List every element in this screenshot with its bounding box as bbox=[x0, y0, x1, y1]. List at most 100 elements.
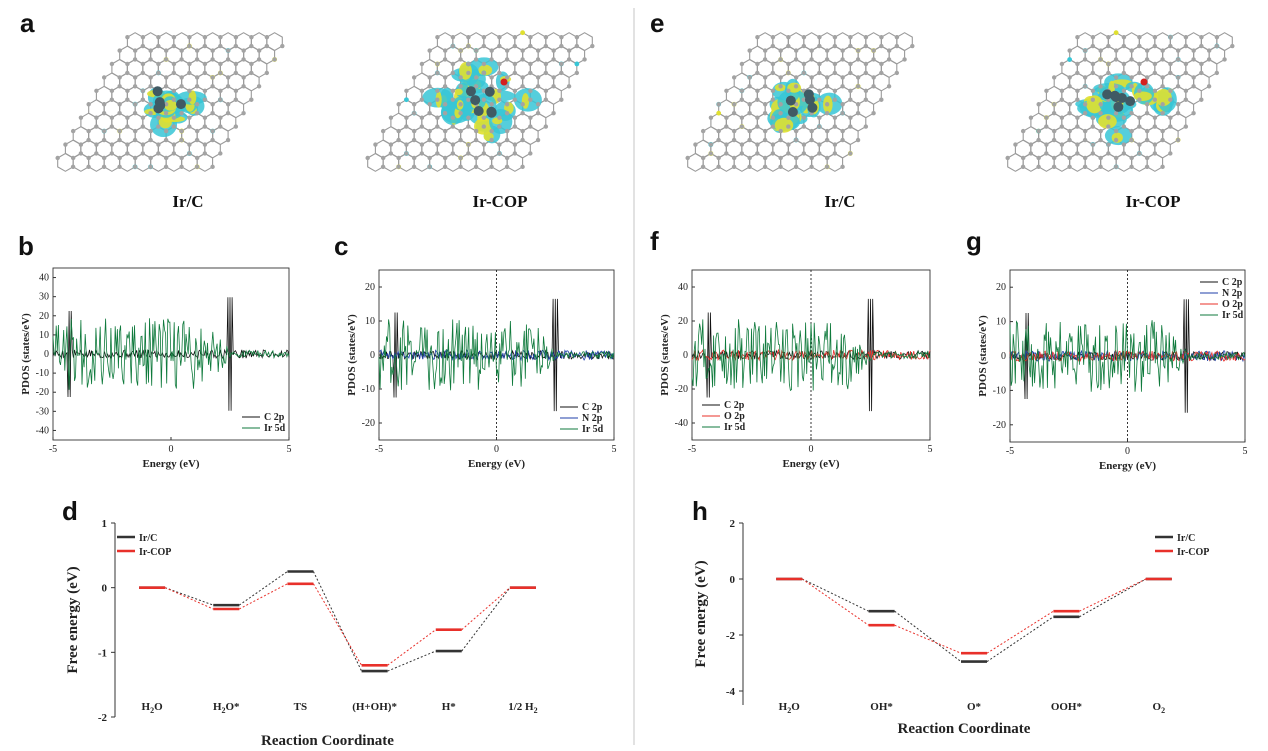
carbon-atom bbox=[442, 75, 448, 80]
carbon-atom bbox=[755, 115, 760, 120]
x-tick-label: -5 bbox=[375, 444, 383, 455]
carbon-atom bbox=[163, 57, 169, 62]
carbon-atom bbox=[272, 57, 277, 62]
carbon-atom bbox=[700, 164, 706, 170]
carbon-atom bbox=[140, 70, 146, 76]
carbon-atom bbox=[179, 155, 184, 161]
carbon-atom bbox=[466, 34, 471, 40]
carbon-atom bbox=[179, 75, 184, 80]
category-label-part: H bbox=[213, 701, 222, 713]
carbon-atom bbox=[458, 128, 463, 134]
carbon-atom bbox=[504, 75, 510, 80]
carbon-atom bbox=[770, 70, 776, 76]
carbon-atom bbox=[225, 102, 231, 107]
carbon-atom bbox=[179, 128, 184, 134]
carbon-atom bbox=[786, 70, 791, 76]
carbon-atom bbox=[559, 61, 564, 67]
carbon-atom bbox=[1152, 115, 1158, 120]
carbon-atom bbox=[473, 137, 479, 143]
carbon-atom bbox=[1137, 97, 1142, 102]
carbon-atom bbox=[879, 97, 884, 102]
carbon-atom bbox=[1106, 43, 1111, 49]
carbon-atom bbox=[187, 151, 192, 156]
carbon-atom bbox=[1075, 70, 1080, 76]
carbon-atom bbox=[528, 115, 533, 120]
carbon-atom bbox=[450, 115, 456, 120]
carbon-atom bbox=[86, 164, 91, 170]
carbon-atom bbox=[218, 124, 223, 129]
carbon-atom bbox=[132, 57, 138, 62]
carbon-atom bbox=[140, 34, 146, 40]
carbon-atom bbox=[132, 110, 138, 116]
carbon-atom bbox=[848, 70, 853, 76]
carbon-atom bbox=[140, 115, 146, 120]
carbon-atom bbox=[1106, 70, 1111, 76]
carbon-atom bbox=[163, 84, 169, 89]
carbon-atom bbox=[233, 34, 239, 40]
structure-caption-e-left: Ir/C bbox=[824, 192, 855, 211]
connector-line-irc bbox=[387, 650, 436, 672]
carbon-ring bbox=[896, 32, 913, 52]
carbon-atom bbox=[1051, 137, 1057, 143]
category-label: 1/2 H2 bbox=[508, 701, 537, 715]
carbon-atom bbox=[1121, 61, 1127, 67]
carbon-atom bbox=[1082, 155, 1088, 161]
carbon-atom bbox=[450, 151, 456, 156]
y-axis-label: PDOS (states/eV) bbox=[346, 314, 358, 396]
carbon-atom bbox=[1075, 61, 1080, 67]
carbon-atom bbox=[125, 97, 130, 102]
carbon-atom bbox=[450, 61, 456, 67]
carbon-atom bbox=[894, 34, 900, 40]
carbon-atom bbox=[187, 142, 192, 147]
carbon-atom bbox=[497, 151, 502, 156]
carbon-atom bbox=[233, 43, 239, 49]
carbon-atom bbox=[148, 102, 153, 107]
carbon-atom bbox=[148, 155, 153, 161]
carbon-atom bbox=[1067, 137, 1072, 143]
carbon-atom bbox=[1051, 75, 1057, 80]
category-label: H2O bbox=[779, 701, 801, 715]
legend-label-c2p: C 2p bbox=[582, 402, 603, 413]
carbon-atom bbox=[380, 155, 386, 161]
carbon-atom bbox=[1144, 102, 1150, 107]
carbon-atom bbox=[574, 70, 580, 76]
series-line-ir5d bbox=[1009, 320, 1246, 392]
carbon-atom bbox=[256, 84, 262, 89]
carbon-atom bbox=[489, 155, 494, 161]
carbon-atom bbox=[824, 75, 830, 80]
carbon-atom bbox=[863, 124, 869, 129]
carbon-atom bbox=[179, 110, 184, 116]
ir-atom bbox=[803, 89, 814, 100]
carbon-atom bbox=[233, 88, 239, 94]
carbon-atom bbox=[388, 142, 394, 147]
carbon-atom bbox=[1106, 34, 1111, 40]
y-tick-label: 0 bbox=[370, 350, 375, 361]
carbon-atom bbox=[101, 137, 107, 143]
carbon-atom bbox=[466, 70, 471, 76]
carbon-atom bbox=[101, 164, 107, 170]
carbon-atom bbox=[1137, 88, 1142, 94]
carbon-atom bbox=[824, 110, 830, 116]
category-label-subscript: 2 bbox=[150, 706, 154, 715]
carbon-atom bbox=[1129, 155, 1134, 161]
connector-line-ircop bbox=[387, 629, 437, 666]
carbon-atom bbox=[855, 137, 861, 143]
carbon-atom bbox=[886, 57, 892, 62]
ir-atom bbox=[785, 95, 796, 106]
carbon-atom bbox=[512, 70, 518, 76]
carbon-atom bbox=[218, 70, 223, 76]
carbon-atom bbox=[194, 48, 200, 53]
carbon-atom bbox=[1113, 164, 1119, 170]
carbon-atom bbox=[1191, 110, 1196, 116]
carbon-atom bbox=[179, 137, 184, 143]
carbon-atom bbox=[793, 155, 799, 161]
carbon-atom bbox=[94, 88, 99, 94]
carbon-atom bbox=[512, 151, 518, 156]
carbon-atom bbox=[551, 110, 556, 116]
carbon-atom bbox=[225, 48, 231, 53]
carbon-atom bbox=[187, 97, 192, 102]
carbon-atom bbox=[396, 102, 401, 107]
legend-label-ir5d: Ir 5d bbox=[264, 423, 286, 434]
carbon-atom bbox=[171, 115, 177, 120]
